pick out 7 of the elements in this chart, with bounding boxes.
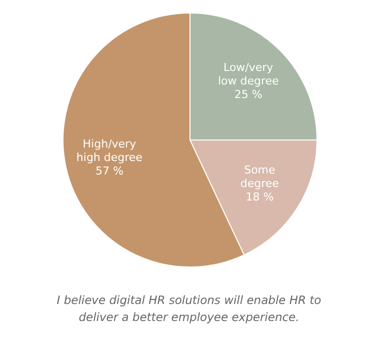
data-label: 57 % bbox=[95, 164, 124, 178]
data-label: 18 % bbox=[246, 190, 274, 204]
slice-label: Some degree bbox=[240, 164, 280, 190]
data-label: 25 % bbox=[234, 88, 262, 102]
text: I believe digital HR solutions will enable HR to deliver a better employee experience. bbox=[56, 293, 322, 324]
slice-label: Low/very low degree bbox=[218, 61, 280, 88]
slice-label: High/very high degree bbox=[76, 138, 143, 164]
